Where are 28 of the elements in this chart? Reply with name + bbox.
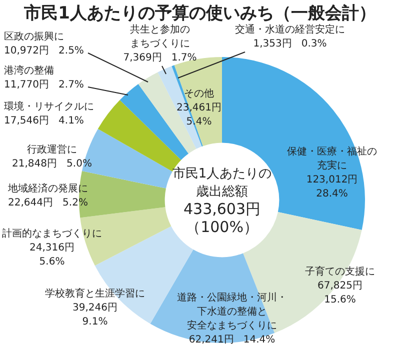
slice-label: 保健・医療・福祉の充実に [287,146,377,172]
slice-label: 環境・リサイクルに [4,100,94,113]
data-label: 21,848円 5.0% [12,158,92,170]
data-label: 39,246円 9.1% [72,302,118,328]
data-label: 10,972円 2.5% [4,46,84,57]
slice-label: 区政の振興に [4,30,64,43]
slice-label: 道路・公園緑地・河川・下水道の整備と安全なまちづくりに [177,292,287,332]
slice-label: 子育ての支援に [305,266,375,278]
slice-label: 共生と参加のまちづくりに [130,24,190,50]
slice-label: 港湾の整備 [4,64,54,77]
data-label: 1,353円 0.3% [253,38,327,50]
text: （100%） [186,218,258,236]
slice-label: 交通・水道の経営安定に [235,24,345,36]
slice-label: 学校教育と生涯学習に [45,288,145,300]
text: 歳出総額 [196,184,248,200]
slice-label: その他 [184,88,214,100]
data-label: 67,825円 15.6% [318,280,362,306]
data-label: 17,546円 4.1% [4,116,84,127]
data-label: 7,369円 1.7% [123,52,197,64]
slice-label: 地域経済の発展に [7,182,88,195]
slice-label: 計画的なまちづくりに [2,228,102,240]
chart-title: 市民1人あたりの予算の使いみち（一般会計） [23,3,376,24]
slice-label: 行政運営に [27,144,77,156]
text: 市民1人あたりの [172,166,272,182]
data-label: 24,316円 5.6% [30,242,74,268]
data-label: 123,012円 28.4% [306,174,358,200]
text: 433,603円 [183,200,261,218]
data-label: 11,770円 2.7% [4,80,84,91]
